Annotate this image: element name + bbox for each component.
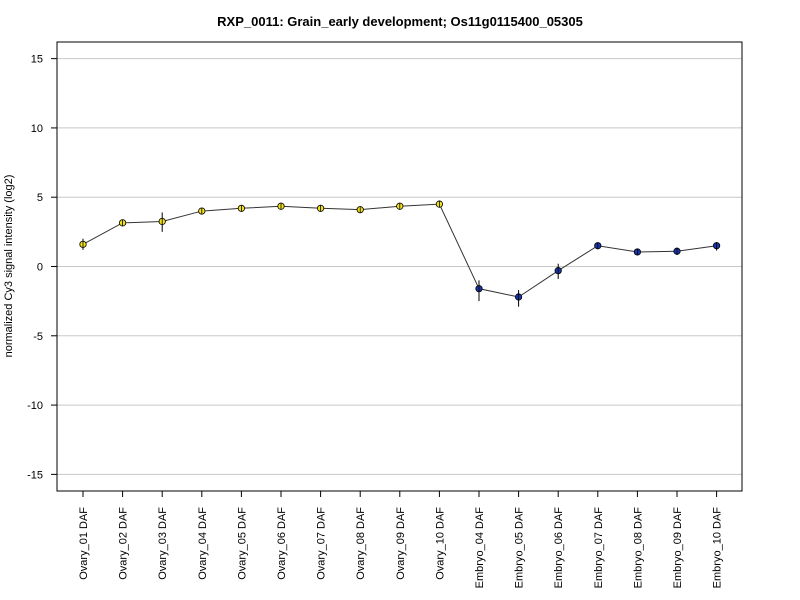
x-axis: Ovary_01 DAF Ovary_02 DAF Ovary_03 DAF Ovar… (78, 491, 724, 588)
x-tick-label: Embryo_07 DAF (593, 507, 605, 589)
x-tick-label: Ovary_08 DAF (355, 507, 367, 580)
y-tick-label: -10 (27, 400, 43, 412)
x-tick-label: Embryo_09 DAF (672, 507, 684, 589)
x-tick-label: Ovary_03 DAF (157, 507, 169, 580)
x-tick-label: Ovary_02 DAF (118, 507, 130, 580)
x-tick-label: Embryo_05 DAF (514, 507, 526, 589)
y-tick-label: 0 (37, 262, 43, 274)
x-tick-label: Ovary_05 DAF (236, 507, 248, 580)
x-tick-label: Embryo_04 DAF (474, 507, 486, 589)
y-tick-label: -15 (27, 469, 43, 481)
x-tick-label: Ovary_04 DAF (197, 507, 209, 580)
series (79, 200, 721, 307)
x-tick-label: Ovary_07 DAF (316, 507, 328, 580)
y-axis-label: normalized Cy3 signal intensity (log2) (3, 175, 15, 358)
x-tick-label: Ovary_06 DAF (276, 507, 288, 580)
y-tick-label: 5 (37, 192, 43, 204)
chart-title: RXP_0011: Grain_early development; Os11g… (217, 14, 583, 29)
x-tick-label: Ovary_09 DAF (395, 507, 407, 580)
x-tick-label: Embryo_10 DAF (712, 507, 724, 589)
x-tick-label: Embryo_08 DAF (632, 507, 644, 589)
y-tick-label: 15 (31, 54, 43, 66)
x-tick-label: Ovary_01 DAF (78, 507, 90, 580)
x-tick-label: Ovary_10 DAF (434, 507, 446, 580)
grid-lines (57, 58, 742, 475)
y-tick-label: 10 (31, 123, 43, 135)
y-axis: -15 -10 -5 0 5 10 15 (27, 54, 57, 481)
series-line (82, 203, 717, 298)
y-tick-label: -5 (33, 331, 43, 343)
x-tick-label: Embryo_06 DAF (553, 507, 565, 589)
